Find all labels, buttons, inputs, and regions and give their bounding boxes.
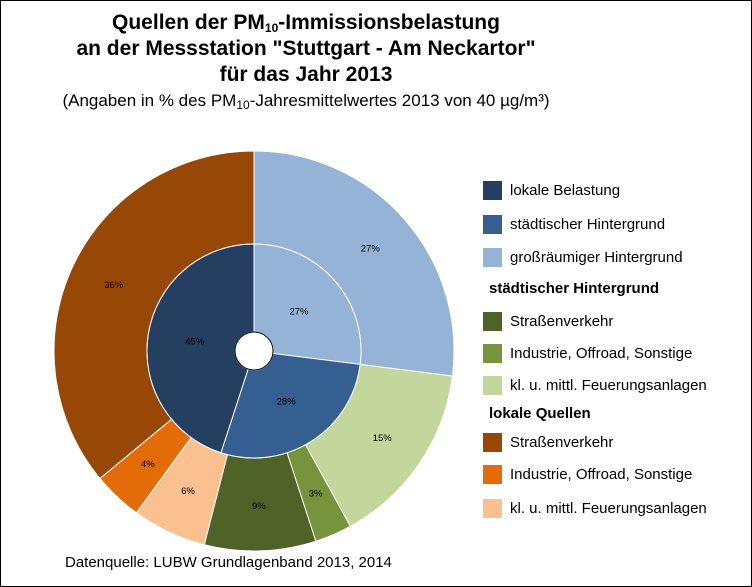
- inner-data-label-lokale-belastung: 45%: [185, 337, 205, 348]
- legend-label: Straßenverkehr: [510, 433, 614, 451]
- legend-item-lokale-belastung: lokale Belastung: [483, 179, 620, 201]
- legend-group-title-lokal: lokale Quellen: [489, 405, 591, 422]
- legend-swatch: [483, 464, 502, 484]
- legend-swatch: [483, 432, 502, 452]
- legend-label: Industrie, Offroad, Sonstige: [510, 465, 693, 483]
- outer-data-label-staedtischer-hintergrund-kl-u-mittl-feuerungsanlagen: 15%: [373, 433, 393, 444]
- legend-label: Industrie, Offroad, Sonstige: [510, 344, 693, 362]
- legend-label: großräumiger Hintergrund: [510, 248, 683, 266]
- legend-swatch: [483, 311, 502, 331]
- chart-title-line-1: Quellen der PM10-Immissionsbelastung: [112, 11, 500, 35]
- legend-item-sh-strassenverkehr: Straßenverkehr: [483, 310, 613, 332]
- chart-title-line-3: für das Jahr 2013: [219, 63, 393, 86]
- outer-data-label-staedtischer-hintergrund-strassenverkehr: 9%: [252, 501, 266, 512]
- inner-data-label-grossraeumiger-hintergrund: 27%: [289, 306, 309, 317]
- legend-label: kl. u. mittl. Feuerungsanlagen: [510, 499, 707, 517]
- legend-swatch: [483, 247, 502, 267]
- outer-data-label-grossraeumiger-hintergrund: 27%: [361, 243, 381, 254]
- chart-subtitle: (Angaben in % des PM10-Jahresmittelwerte…: [62, 91, 550, 112]
- legend-item-lq-strassenverkehr: Straßenverkehr: [483, 431, 613, 453]
- chart-title-line-2: an der Messstation "Stuttgart - Am Necka…: [76, 37, 536, 60]
- legend-label: kl. u. mittl. Feuerungsanlagen: [510, 376, 707, 394]
- outer-data-label-lokale-quellen-strassenverkehr: 36%: [104, 280, 124, 291]
- donut-center-hole: [234, 331, 274, 371]
- legend-label: städtischer Hintergrund: [510, 215, 666, 233]
- legend-item-staedtischer-hintergrund: städtischer Hintergrund: [483, 213, 665, 235]
- legend-swatch: [483, 343, 502, 363]
- legend-item-sh-industrie: Industrie, Offroad, Sonstige: [483, 342, 692, 364]
- legend-item-sh-feuerung: kl. u. mittl. Feuerungsanlagen: [483, 374, 707, 396]
- outer-data-label-lokale-quellen-kl-u-mittl-feuerungsanlagen: 6%: [181, 486, 195, 497]
- legend-swatch: [483, 214, 502, 234]
- inner-data-label-staedtischer-hintergrund: 28%: [277, 397, 297, 408]
- legend-swatch: [483, 375, 502, 395]
- legend-item-lq-feuerung: kl. u. mittl. Feuerungsanlagen: [483, 497, 707, 519]
- outer-data-label-lokale-quellen-industrie-offroad-sonstige: 4%: [141, 459, 155, 470]
- legend-label: lokale Belastung: [510, 181, 621, 199]
- outer-data-label-staedtischer-hintergrund-industrie-offroad-sonstige: 3%: [309, 488, 323, 499]
- legend-group-title-staedtisch: städtischer Hintergrund: [489, 280, 660, 297]
- legend-item-grossraeumiger-hintergrund: großräumiger Hintergrund: [483, 246, 683, 268]
- legend-swatch: [483, 180, 502, 200]
- legend-item-lq-industrie: Industrie, Offroad, Sonstige: [483, 463, 692, 485]
- data-source-note: Datenquelle: LUBW Grundlagenband 2013, 2…: [65, 554, 392, 571]
- legend-swatch: [483, 498, 502, 518]
- legend-label: Straßenverkehr: [510, 312, 614, 330]
